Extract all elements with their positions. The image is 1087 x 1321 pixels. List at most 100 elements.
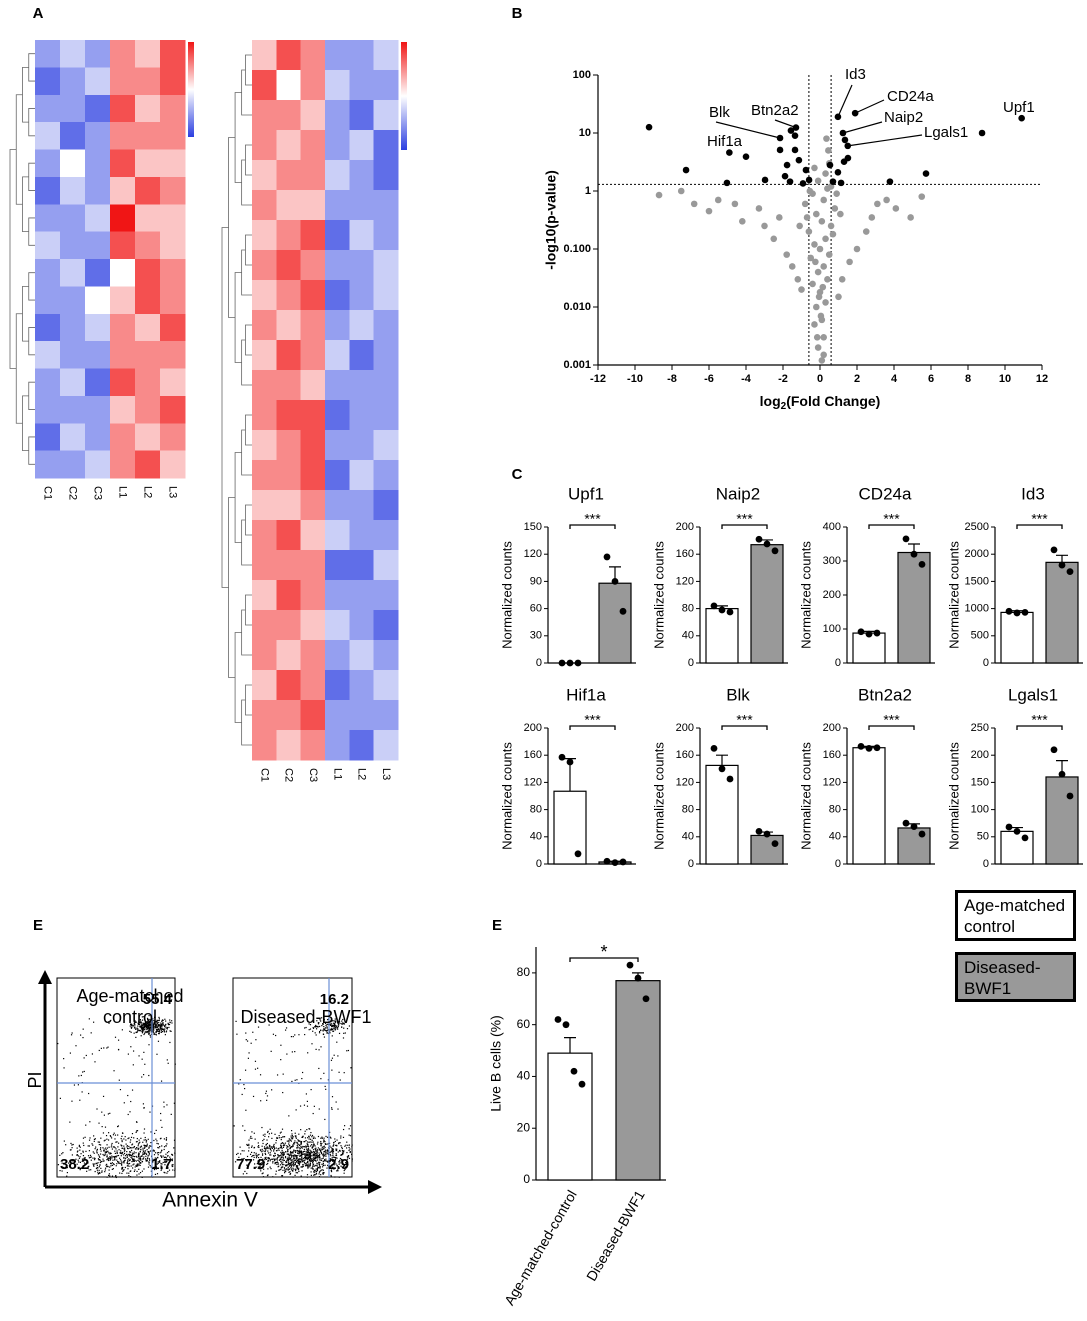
data-point — [626, 961, 634, 969]
event-dot — [344, 1145, 346, 1147]
event-dot — [297, 1158, 299, 1160]
y-tick-label: 40 — [829, 831, 841, 843]
event-dot — [86, 1170, 88, 1172]
data-point — [799, 180, 807, 187]
heatmap-cell — [60, 94, 86, 123]
event-dot — [99, 1156, 101, 1158]
event-dot — [271, 1146, 273, 1148]
dendrogram — [241, 159, 252, 206]
event-dot — [156, 1022, 158, 1024]
event-dot — [291, 1151, 293, 1153]
event-dot — [311, 1134, 314, 1137]
event-dot — [290, 1146, 293, 1148]
event-dot — [337, 1170, 339, 1172]
y-tick-label: 100 — [573, 69, 591, 81]
event-dot — [331, 1157, 333, 1159]
event-dot — [301, 1158, 303, 1160]
event-dot — [271, 1089, 273, 1091]
heatmap-cell — [300, 190, 326, 221]
event-dot — [296, 1167, 299, 1169]
event-dot — [298, 1167, 300, 1169]
event-dot — [338, 1150, 341, 1152]
heatmap-cell — [373, 490, 399, 521]
event-dot — [131, 1157, 133, 1159]
event-dot — [171, 1164, 173, 1166]
event-dot — [127, 1159, 129, 1161]
event-dot — [258, 1145, 260, 1147]
annotated-point — [834, 113, 842, 121]
event-dot — [325, 1024, 327, 1027]
event-dot — [147, 1031, 149, 1033]
data-point — [763, 830, 771, 838]
event-dot — [333, 1156, 335, 1158]
data-point — [690, 200, 698, 208]
event-dot — [115, 1141, 117, 1143]
y-tick-label: 200 — [971, 749, 989, 761]
event-dot — [250, 1146, 253, 1148]
panel-label: E — [33, 917, 43, 934]
event-dot — [111, 1162, 113, 1164]
event-dot — [144, 1146, 146, 1148]
y-tick-label: 120 — [676, 776, 694, 788]
heatmap-cell — [35, 176, 61, 205]
event-dot — [108, 1157, 110, 1159]
event-dot — [300, 1142, 302, 1144]
event-dot — [285, 1027, 288, 1029]
event-dot — [293, 1165, 295, 1167]
event-dot — [152, 1031, 154, 1033]
event-dot — [133, 1160, 135, 1162]
event-dot — [119, 1162, 121, 1165]
event-dot — [312, 1141, 314, 1143]
event-dot — [305, 1164, 307, 1166]
event-dot — [148, 1018, 150, 1021]
event-dot — [290, 1164, 292, 1166]
event-dot — [124, 1159, 126, 1161]
event-dot — [314, 1145, 316, 1147]
bar — [705, 607, 739, 664]
event-dot — [318, 1157, 320, 1159]
data-point — [820, 196, 827, 204]
event-dot — [313, 1157, 315, 1159]
data-point — [902, 535, 910, 543]
event-dot — [335, 1149, 337, 1152]
event-dot — [280, 1157, 282, 1159]
event-dot — [309, 1151, 311, 1153]
event-dot — [322, 1173, 324, 1175]
event-dot — [101, 1170, 103, 1172]
event-dot — [141, 1031, 144, 1033]
event-dot — [139, 1022, 141, 1024]
event-dot — [262, 1139, 264, 1142]
event-dot — [130, 1046, 132, 1048]
data-point — [820, 263, 827, 270]
event-dot — [121, 1164, 123, 1166]
y-tick-label: 300 — [823, 555, 841, 567]
event-dot — [127, 1168, 129, 1170]
heatmap-cell — [349, 310, 375, 341]
event-dot — [90, 1032, 92, 1034]
heatmap-cell — [110, 313, 136, 342]
heatmap-cell — [300, 310, 326, 341]
heatmap-cell — [135, 231, 161, 260]
event-dot — [304, 1033, 306, 1036]
event-dot — [322, 1157, 325, 1159]
event-dot — [123, 1152, 126, 1155]
event-dot — [165, 1139, 167, 1141]
event-dot — [166, 1155, 169, 1157]
event-dot — [294, 1159, 296, 1161]
event-dot — [314, 1160, 317, 1162]
event-dot — [94, 1148, 96, 1150]
event-dot — [112, 1159, 114, 1161]
event-dot — [88, 1157, 90, 1159]
event-dot — [319, 1149, 322, 1151]
event-dot — [246, 1155, 249, 1158]
event-dot — [102, 1147, 104, 1149]
event-dot — [327, 1143, 329, 1145]
event-dot — [273, 1146, 275, 1148]
event-dot — [107, 1046, 109, 1048]
event-dot — [141, 1160, 144, 1163]
event-dot — [71, 1144, 73, 1146]
event-dot — [334, 1159, 336, 1161]
event-dot — [296, 1156, 298, 1159]
event-dot — [130, 1026, 132, 1029]
event-dot — [169, 1030, 171, 1032]
